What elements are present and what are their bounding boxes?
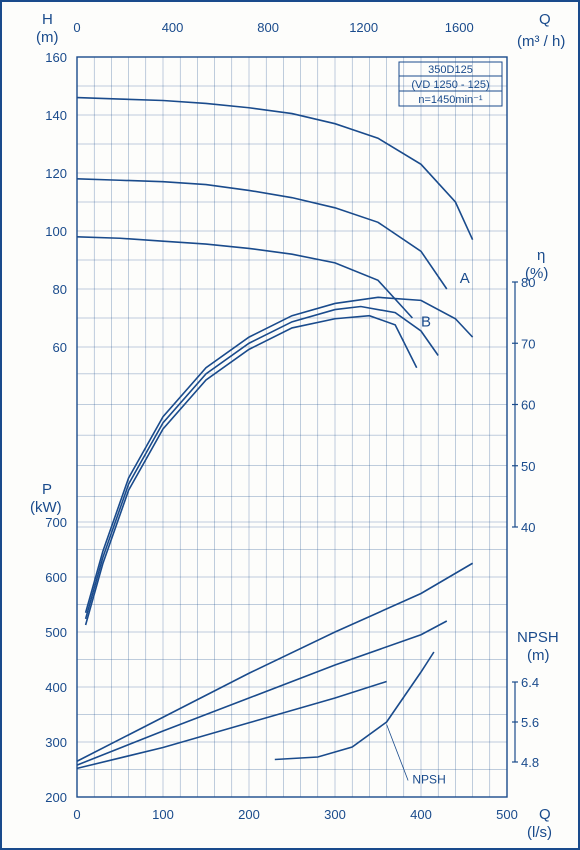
bottom-tick: 0 [73,807,80,822]
top-tick: 1200 [349,20,378,35]
npsh-tick: 6.4 [521,675,539,690]
label-npsh: NPSH [412,772,445,786]
npsh-tick: 5.6 [521,715,539,730]
bottom-tick: 300 [324,807,346,822]
q-bot-unit: (l/s) [527,824,552,841]
h-tick: 60 [53,340,67,355]
p-tick: 500 [45,625,67,640]
eta-tick: 40 [521,520,535,535]
q-top-unit: (m³ / h) [517,33,565,50]
q-top-title: Q [539,11,551,28]
note-line: (VD 1250 - 125) [411,79,489,91]
h-tick: 140 [45,108,67,123]
bottom-tick: 500 [496,807,518,822]
eta-title: η [537,247,545,264]
head-curve-a [77,179,447,289]
head-curve-top [77,98,473,240]
h-axis-unit: (m) [36,29,59,46]
eta-tick: 70 [521,336,535,351]
eta-unit: (%) [525,265,548,282]
efficiency-curve-2 [86,307,439,619]
eta-tick: 50 [521,459,535,474]
label-b: B [421,314,431,331]
note-line: 350D125 [428,64,473,76]
pump-curve-chart: 0 400 800 1200 1600 0 100 200 300 400 500 60 80 100 12… [2,2,578,848]
p-tick: 200 [45,790,67,805]
note-line: n=1450min⁻¹ [418,94,483,106]
top-tick: 400 [162,20,184,35]
top-tick: 0 [73,20,80,35]
p-axis-unit: (kW) [30,499,62,516]
eta-tick: 60 [521,398,535,413]
label-a: A [460,270,470,287]
p-tick: 300 [45,735,67,750]
p-tick: 600 [45,570,67,585]
h-tick: 100 [45,224,67,239]
power-curve-2 [77,621,447,765]
h-tick: 160 [45,50,67,65]
npsh-curve [275,652,434,760]
power-curve-1 [77,563,473,761]
chart-frame: 0 400 800 1200 1600 0 100 200 300 400 500 60 80 100 12… [0,0,580,850]
q-bot-title: Q [539,806,551,823]
efficiency-curve-1 [86,297,473,612]
p-axis-title: P [42,481,52,498]
bottom-tick: 400 [410,807,432,822]
p-tick: 700 [45,515,67,530]
h-tick: 80 [53,282,67,297]
npsh-title: NPSH [517,629,559,646]
top-tick: 1600 [445,20,474,35]
head-curve-b [77,237,412,318]
npsh-unit: (m) [527,647,550,664]
bottom-tick: 100 [152,807,174,822]
h-tick: 120 [45,166,67,181]
p-tick: 400 [45,680,67,695]
bottom-tick: 200 [238,807,260,822]
h-axis-title: H [42,11,53,28]
npsh-tick: 4.8 [521,755,539,770]
efficiency-curve-3 [86,316,417,625]
top-tick: 800 [257,20,279,35]
